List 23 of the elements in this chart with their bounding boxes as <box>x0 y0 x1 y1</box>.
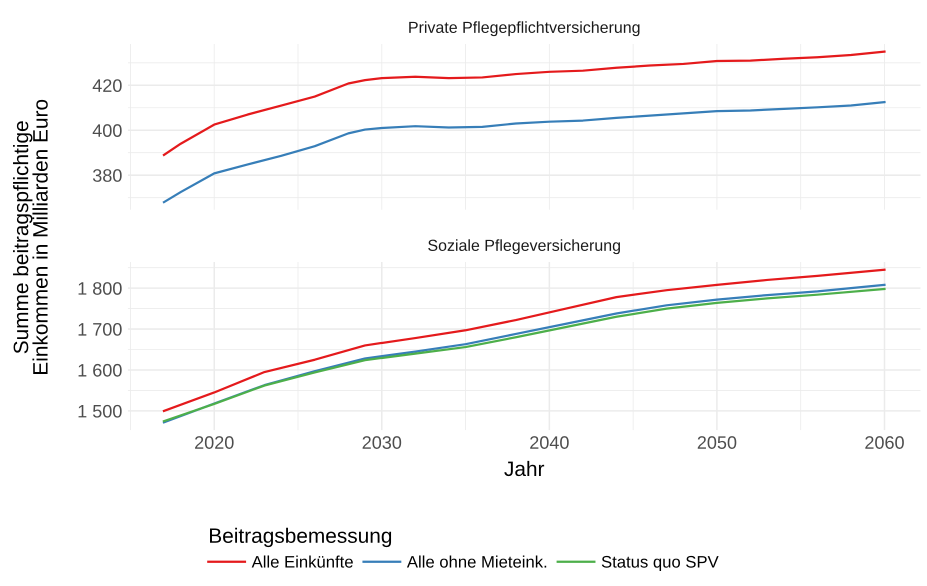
x-tick-label: 2020 <box>195 436 234 449</box>
y-tick-label: 1 700 <box>78 322 122 336</box>
y-tick-label: 400 <box>92 124 122 137</box>
y-tick-label: 420 <box>92 79 122 92</box>
y-axis-title: Summe beitragspflichtige Einkommen in Milliarden Euro <box>13 100 48 374</box>
y-tick-label: 1 800 <box>78 282 122 295</box>
line-series <box>162 268 886 412</box>
legend-title: Beitragsbemessung <box>210 528 392 548</box>
x-tick-label: 2030 <box>362 436 402 449</box>
x-tick-label: 2050 <box>698 436 736 449</box>
y-tick-label: 1 600 <box>78 364 122 377</box>
chart-title: Private Pflegepflichtversicherung <box>409 21 640 36</box>
legend-label: Status quo SPV <box>602 556 719 571</box>
x-tick-label: 2060 <box>865 436 904 449</box>
line-series <box>162 101 886 204</box>
chart-title: Soziale Pflegeversicherung <box>428 239 620 254</box>
legend-label: Alle ohne Mieteink. <box>406 555 546 568</box>
x-axis-title: Jahr <box>504 460 544 476</box>
line-series <box>162 50 886 156</box>
y-tick-label: 380 <box>92 169 122 182</box>
x-tick-label: 2040 <box>530 436 569 449</box>
y-tick-label: 1 500 <box>78 404 122 418</box>
legend-label: Alle Einkünfte <box>252 555 353 568</box>
